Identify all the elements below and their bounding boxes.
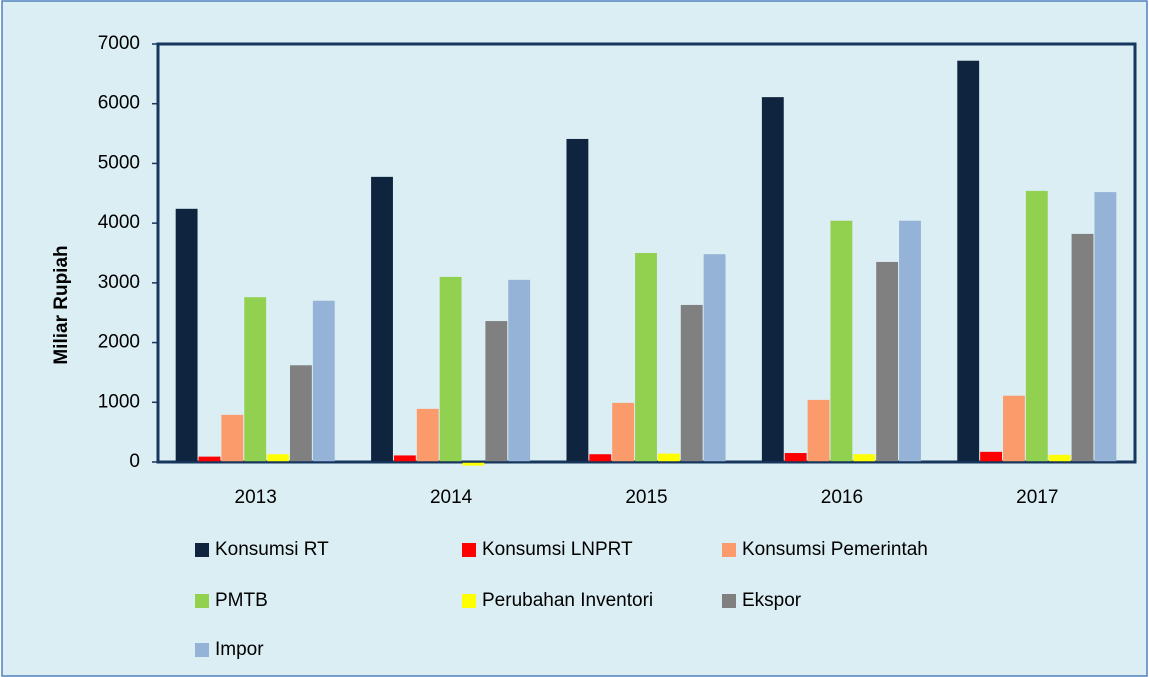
bar — [980, 451, 1003, 462]
bar — [393, 455, 416, 462]
bar — [175, 208, 198, 462]
bar — [221, 414, 244, 462]
legend-swatch — [722, 594, 736, 608]
y-tick-label: 0 — [129, 451, 140, 472]
bar — [371, 176, 393, 462]
bar — [244, 297, 267, 462]
bar — [589, 454, 612, 462]
x-tick-label: 2015 — [625, 487, 667, 508]
legend-label: Impor — [215, 639, 264, 660]
bar — [876, 261, 899, 462]
bar — [761, 97, 784, 462]
legend-swatch — [722, 543, 736, 557]
bar — [680, 304, 703, 462]
bar — [899, 220, 921, 462]
bar — [485, 321, 508, 462]
y-tick-label: 2000 — [98, 332, 140, 353]
bar — [853, 454, 876, 462]
y-tick-label: 3000 — [98, 272, 140, 293]
bar — [289, 365, 312, 462]
bar — [312, 300, 335, 462]
bar — [807, 399, 830, 462]
y-tick-label: 6000 — [98, 93, 140, 114]
x-tick-label: 2014 — [430, 487, 473, 508]
bar — [703, 254, 726, 462]
legend-swatch — [462, 543, 476, 557]
legend-label: PMTB — [215, 590, 268, 611]
bar — [830, 220, 853, 462]
bar — [416, 408, 439, 462]
bar — [957, 60, 980, 462]
bar — [439, 276, 462, 462]
bar — [657, 453, 680, 462]
bar — [566, 138, 589, 462]
bar — [1003, 395, 1025, 462]
x-tick-label: 2013 — [235, 487, 277, 508]
y-axis-title: Miliar Rupiah — [51, 245, 72, 364]
y-tick-label: 5000 — [98, 152, 140, 173]
bar — [198, 456, 221, 462]
bar — [635, 253, 657, 462]
legend-swatch — [195, 643, 209, 657]
bar — [784, 453, 807, 462]
legend-swatch — [462, 594, 476, 608]
legend-label: Konsumsi RT — [215, 539, 329, 560]
y-tick-label: 7000 — [98, 33, 140, 54]
x-tick-label: 2016 — [821, 487, 863, 508]
bar — [508, 279, 531, 462]
bar — [1071, 233, 1094, 462]
bar — [462, 462, 485, 466]
bar — [1048, 454, 1071, 462]
legend-swatch — [195, 543, 209, 557]
legend-label: Konsumsi LNPRT — [482, 539, 633, 560]
x-tick-label: 2017 — [1016, 487, 1058, 508]
legend-label: Ekspor — [742, 590, 802, 611]
legend-label: Konsumsi Pemerintah — [742, 539, 928, 560]
bar — [1094, 192, 1117, 462]
bar — [1025, 190, 1048, 462]
legend-label: Perubahan Inventori — [482, 590, 653, 611]
y-tick-label: 1000 — [98, 391, 140, 412]
bar — [267, 454, 289, 462]
legend-swatch — [195, 594, 209, 608]
y-tick-label: 4000 — [98, 212, 140, 233]
bar — [612, 402, 635, 462]
